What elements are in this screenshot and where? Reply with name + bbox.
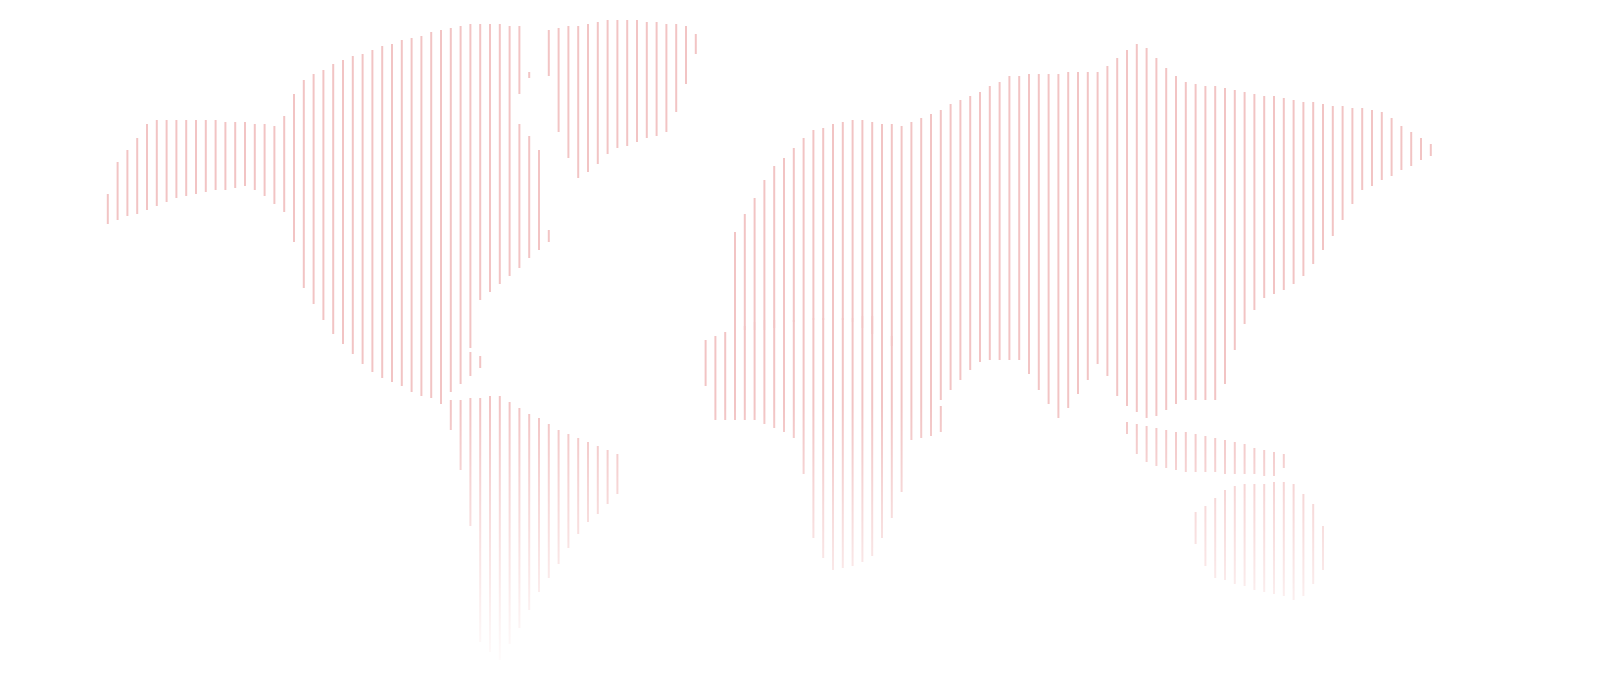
continent-europe-asia xyxy=(734,44,1432,418)
continent-greenland xyxy=(547,20,697,178)
continent-southeast-asia xyxy=(1126,422,1285,476)
continent-australia xyxy=(1194,482,1324,600)
continent-africa xyxy=(704,316,942,570)
continent-north-america xyxy=(106,24,550,400)
continent-south-america xyxy=(440,396,619,660)
